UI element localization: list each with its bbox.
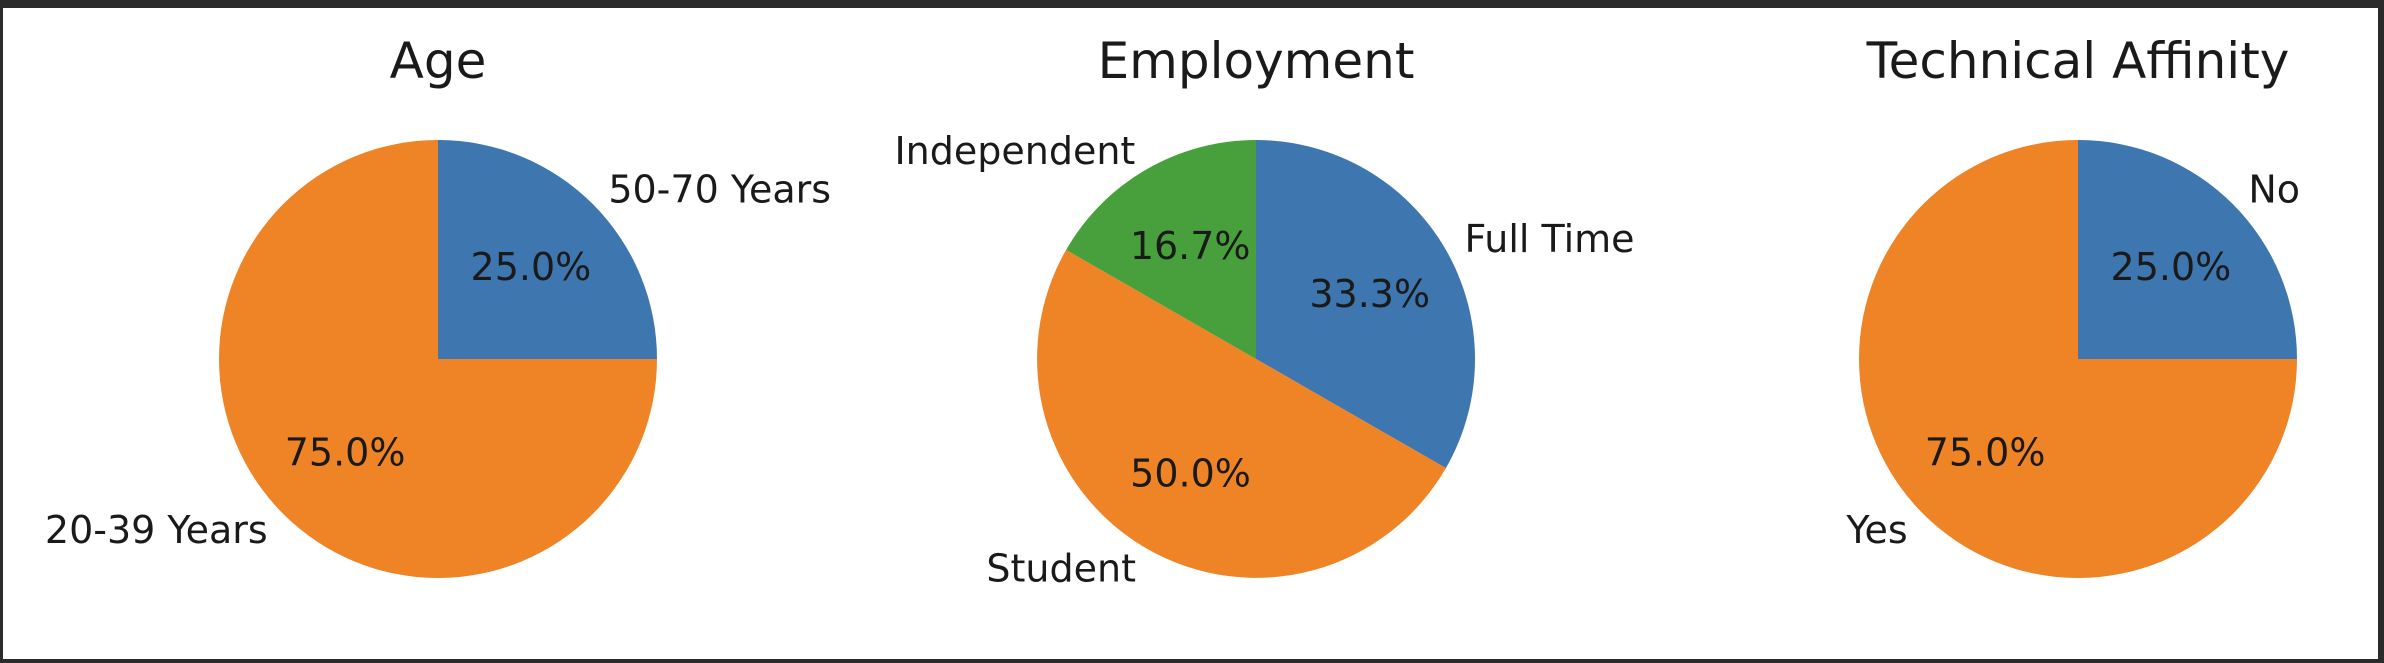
pie-charts: Age 50-70 Years 25.0% 20-39 Years 75.0% Emplo… [45,32,2300,591]
figure-canvas: Age 50-70 Years 25.0% 20-39 Years 75.0% Emplo… [3,8,2378,659]
pie-chart-2: Technical Affinity No 25.0% Yes 75.0% [1845,32,2300,578]
slice-percent-label: 16.7% [1130,224,1251,268]
slice-label: Independent [894,129,1135,173]
slice-percent-label: 50.0% [1130,452,1251,496]
pie-chart-1: Employment Full Time 33.3% Student 50.0% Inde… [894,32,1634,591]
slice-label: No [2248,167,2300,211]
slice-label: Full Time [1464,217,1634,261]
pie-slice [1037,249,1446,578]
pie-slice [2078,140,2297,359]
slice-label: Yes [1845,508,1907,552]
slice-percent-label: 25.0% [2111,245,2232,289]
slice-label: 50-70 Years [608,167,831,211]
slice-percent-label: 33.3% [1309,272,1430,316]
slice-label: 20-39 Years [45,508,268,552]
slice-percent-label: 75.0% [285,431,406,475]
pie-slice [1859,140,2297,578]
chart-title: Technical Affinity [1866,32,2290,90]
pie-chart-0: Age 50-70 Years 25.0% 20-39 Years 75.0% [45,32,831,578]
pie-slice [219,140,657,578]
slice-percent-label: 75.0% [1925,431,2046,475]
chart-title: Employment [1098,32,1415,90]
pie-slice [438,140,657,359]
slice-percent-label: 25.0% [471,245,592,289]
slice-label: Student [986,547,1136,591]
chart-title: Age [390,32,487,90]
pie-slice [1256,140,1475,469]
pie-slice [1066,140,1256,359]
